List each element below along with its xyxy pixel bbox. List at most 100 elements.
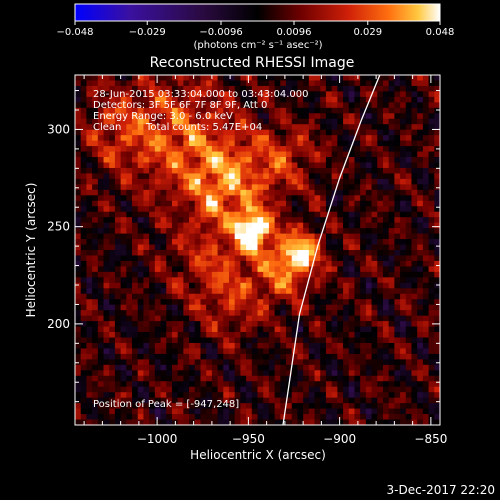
heatmap-cell bbox=[400, 189, 407, 196]
heatmap-cell bbox=[394, 233, 401, 240]
heatmap-cell bbox=[331, 414, 338, 421]
heatmap-cell bbox=[286, 189, 293, 196]
heatmap-cell bbox=[382, 260, 390, 267]
heatmap-cell bbox=[183, 233, 190, 240]
heatmap-cell bbox=[217, 135, 224, 142]
heatmap-cell bbox=[217, 408, 224, 415]
heatmap-cell bbox=[103, 392, 110, 399]
heatmap-cell bbox=[297, 332, 304, 338]
heatmap-cell bbox=[103, 233, 110, 240]
heatmap-cell bbox=[228, 386, 236, 393]
heatmap-cell bbox=[314, 381, 321, 388]
heatmap-cell bbox=[348, 321, 355, 328]
heatmap-cell bbox=[223, 408, 230, 415]
heatmap-cell bbox=[428, 293, 435, 300]
heatmap-cell bbox=[132, 337, 139, 344]
heatmap-cell bbox=[360, 217, 367, 224]
heatmap-cell bbox=[109, 364, 116, 371]
heatmap-cell bbox=[240, 414, 247, 421]
heatmap-cell bbox=[286, 173, 293, 180]
heatmap-cell bbox=[228, 135, 236, 142]
heatmap-cell bbox=[411, 375, 418, 382]
heatmap-cell bbox=[286, 129, 293, 136]
heatmap-cell bbox=[365, 332, 373, 338]
heatmap-cell bbox=[240, 178, 247, 185]
heatmap-cell bbox=[228, 397, 236, 404]
heatmap-cell bbox=[251, 250, 258, 256]
heatmap-cell bbox=[177, 135, 184, 142]
heatmap-cell bbox=[291, 189, 298, 196]
heatmap-cell bbox=[422, 370, 430, 377]
heatmap-cell bbox=[434, 282, 440, 289]
heatmap-cell bbox=[291, 96, 298, 103]
heatmap-cell bbox=[177, 129, 184, 136]
heatmap-cell bbox=[314, 304, 321, 311]
heatmap-cell bbox=[388, 250, 395, 256]
heatmap-cell bbox=[371, 189, 378, 196]
heatmap-cell bbox=[411, 135, 418, 142]
heatmap-cell bbox=[308, 342, 316, 349]
heatmap-cell bbox=[166, 113, 173, 120]
heatmap-cell bbox=[268, 255, 276, 262]
heatmap-cell bbox=[303, 151, 310, 158]
heatmap-cell bbox=[263, 304, 270, 311]
heatmap-cell bbox=[211, 91, 219, 98]
total-counts-annotation: Total counts: 5.47E+04 bbox=[145, 122, 262, 133]
heatmap-cell bbox=[143, 239, 150, 246]
heatmap-cell bbox=[371, 250, 378, 256]
heatmap-cell bbox=[92, 167, 99, 174]
heatmap-cell bbox=[86, 293, 93, 300]
heatmap-cell bbox=[428, 348, 435, 355]
heatmap-cell bbox=[149, 113, 156, 120]
heatmap-cell bbox=[428, 337, 435, 344]
heatmap-cell bbox=[297, 217, 304, 224]
heatmap-cell bbox=[280, 178, 287, 185]
heatmap-cell bbox=[365, 364, 373, 371]
heatmap-cell bbox=[114, 255, 122, 262]
heatmap-cell bbox=[422, 419, 430, 425]
heatmap-cell bbox=[382, 359, 390, 366]
heatmap-cell bbox=[75, 342, 82, 349]
heatmap-cell bbox=[234, 315, 241, 322]
heatmap-cell bbox=[211, 310, 219, 317]
heatmap-cell bbox=[434, 178, 440, 185]
heatmap-cell bbox=[206, 403, 213, 410]
heatmap-cell bbox=[92, 386, 99, 393]
heatmap-cell bbox=[114, 386, 122, 393]
heatmap-cell bbox=[263, 277, 270, 284]
heatmap-cell bbox=[274, 195, 281, 202]
heatmap-cell bbox=[137, 157, 144, 163]
heatmap-cell bbox=[132, 370, 139, 377]
heatmap-cell bbox=[394, 118, 401, 125]
heatmap-cell bbox=[154, 403, 162, 410]
heatmap-cell bbox=[371, 124, 378, 131]
heatmap-cell bbox=[291, 255, 298, 262]
heatmap-cell bbox=[194, 75, 201, 81]
heatmap-cell bbox=[211, 146, 219, 153]
heatmap-cell bbox=[246, 113, 253, 120]
heatmap-cell bbox=[132, 326, 139, 333]
heatmap-cell bbox=[211, 162, 219, 169]
heatmap-cell bbox=[388, 353, 395, 360]
heatmap-cell bbox=[280, 288, 287, 295]
heatmap-cell bbox=[354, 381, 361, 388]
heatmap-cell bbox=[166, 381, 173, 388]
heatmap-cell bbox=[314, 124, 321, 131]
heatmap-cell bbox=[189, 211, 196, 218]
heatmap-cell bbox=[120, 370, 127, 377]
heatmap-cell bbox=[325, 124, 333, 131]
heatmap-cell bbox=[149, 244, 156, 251]
heatmap-cell bbox=[428, 419, 435, 425]
heatmap-cell bbox=[160, 419, 167, 425]
heatmap-cell bbox=[75, 91, 82, 98]
heatmap-cell bbox=[343, 129, 350, 136]
heatmap-cell bbox=[428, 271, 435, 278]
heatmap-cell bbox=[189, 364, 196, 371]
heatmap-cell bbox=[160, 96, 167, 103]
heatmap-cell bbox=[428, 178, 435, 185]
heatmap-cell bbox=[211, 250, 219, 256]
heatmap-cell bbox=[394, 288, 401, 295]
heatmap-cell bbox=[343, 342, 350, 349]
heatmap-cell bbox=[297, 162, 304, 169]
heatmap-cell bbox=[365, 419, 373, 425]
